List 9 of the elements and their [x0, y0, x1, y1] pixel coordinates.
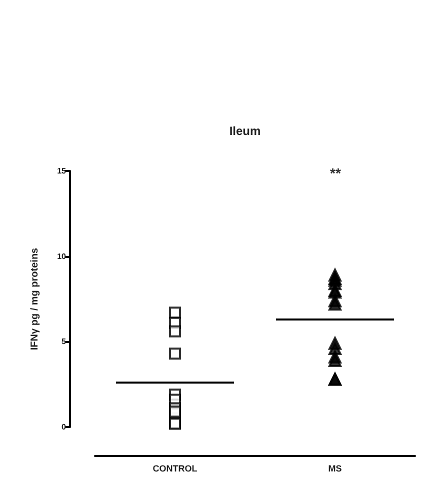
y-axis-title: IFNγ pg / mg proteins: [30, 247, 40, 350]
annotation: **: [330, 165, 342, 181]
y-tick-label: 15: [57, 166, 67, 176]
y-tick-label: 0: [62, 422, 67, 432]
x-tick-label: CONTROL: [152, 464, 198, 474]
y-tick-label: 10: [57, 252, 67, 261]
chart-title: Ileum: [229, 124, 261, 138]
x-tick-label: MS: [328, 464, 342, 474]
y-tick-label: 5: [62, 337, 67, 346]
